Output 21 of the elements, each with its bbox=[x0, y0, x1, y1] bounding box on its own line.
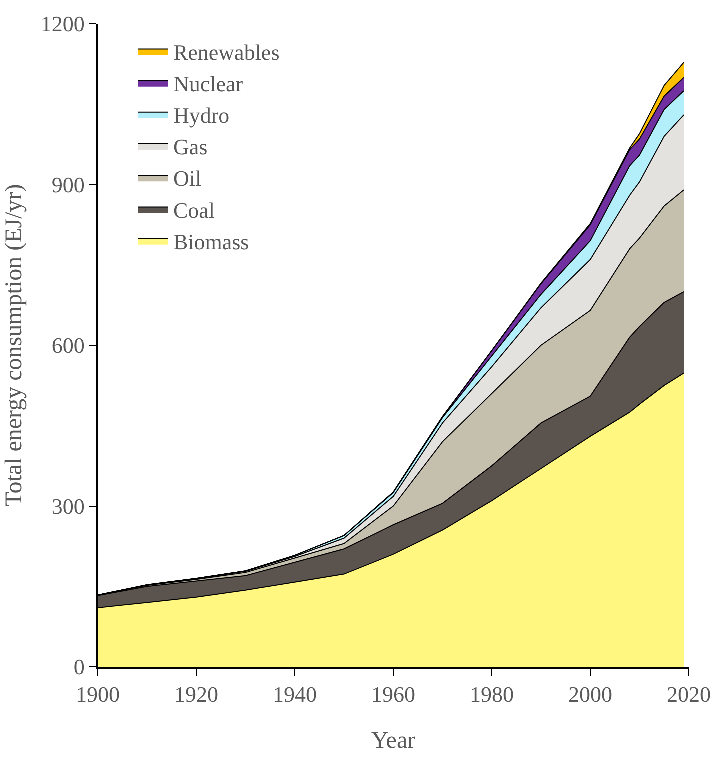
y-tick-label: 900 bbox=[52, 172, 85, 198]
x-tick-label: 1940 bbox=[273, 682, 317, 708]
y-tick-label: 1200 bbox=[40, 12, 85, 37]
legend-label: Oil bbox=[173, 166, 202, 192]
x-tick-label: 2000 bbox=[568, 682, 612, 708]
x-tick-label: 1980 bbox=[470, 682, 514, 708]
legend-label: Renewables bbox=[173, 40, 280, 65]
legend-label: Biomass bbox=[173, 229, 250, 254]
x-tick-label: 2020 bbox=[667, 682, 711, 708]
legend-label: Gas bbox=[173, 134, 208, 160]
x-tick-label: 1920 bbox=[174, 682, 218, 708]
y-tick-label: 300 bbox=[52, 494, 85, 519]
x-axis-title: Year bbox=[371, 728, 416, 754]
y-axis-title: Total energy consumption (EJ/yr) bbox=[1, 184, 28, 507]
y-tick-label: 600 bbox=[52, 333, 85, 358]
legend-label: Hydro bbox=[173, 103, 230, 128]
x-tick-label: 1900 bbox=[76, 682, 120, 708]
y-tick-label: 0 bbox=[74, 654, 85, 680]
legend-label: Coal bbox=[173, 198, 216, 223]
x-tick-label: 1960 bbox=[372, 682, 416, 708]
legend-label: Nuclear bbox=[173, 71, 244, 96]
